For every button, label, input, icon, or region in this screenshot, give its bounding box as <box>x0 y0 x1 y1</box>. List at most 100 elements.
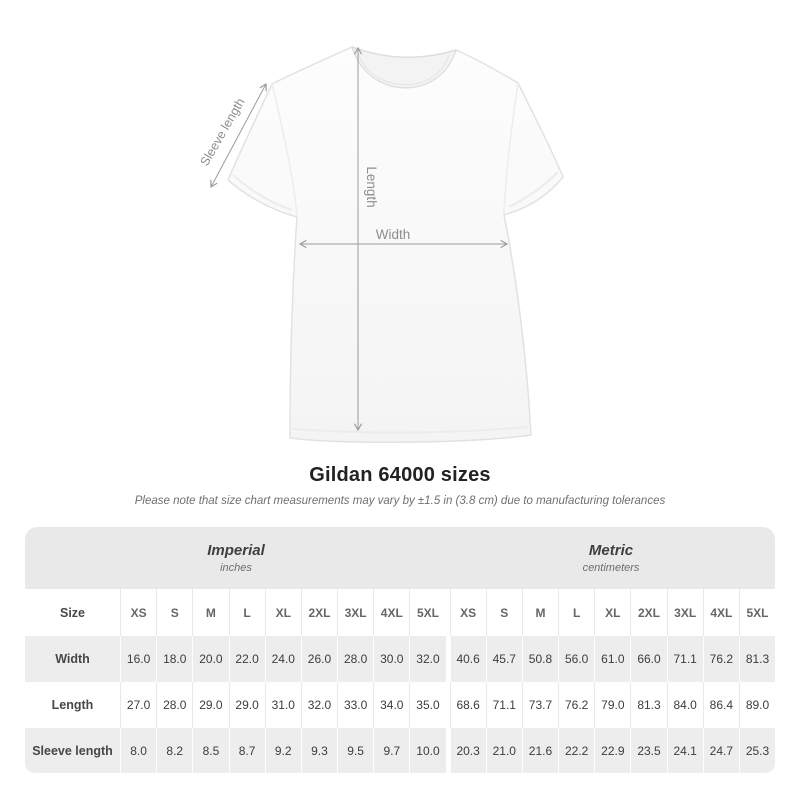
metric-group-header: Metric centimeters <box>447 527 775 589</box>
measurement-cell: 29.0 <box>192 682 229 728</box>
size-header-imperial-m: M <box>192 589 229 636</box>
measurement-cell: 32.0 <box>300 682 338 728</box>
measurement-cell: 20.3 <box>449 728 486 773</box>
measurement-cell: 81.3 <box>630 682 667 728</box>
size-header-imperial-2xl: 2XL <box>300 589 338 636</box>
size-header-metric-xs: XS <box>449 589 486 636</box>
tshirt-collar-seam <box>357 52 450 86</box>
measurement-cell: 81.3 <box>738 636 776 682</box>
measurement-cell: 24.1 <box>666 728 703 773</box>
size-chart-table: Imperial inches Metric centimeters Size X… <box>25 527 776 773</box>
measurement-cell: 33.0 <box>337 682 374 728</box>
size-header-metric-l: L <box>558 589 595 636</box>
tolerance-note: Please note that size chart measurements… <box>134 495 666 507</box>
metric-label: Metric <box>588 542 634 559</box>
measurement-cell: 8.5 <box>192 728 229 773</box>
measurement-cell: 50.8 <box>521 636 559 682</box>
measurement-cell: 27.0 <box>120 682 157 728</box>
measurement-cell: 28.0 <box>156 682 193 728</box>
measurement-cell: 22.9 <box>594 728 631 773</box>
tshirt-right-seam <box>503 82 519 215</box>
measurement-cell: 35.0 <box>409 682 446 728</box>
table-row: Length 27.0 28.0 29.0 29.0 31.0 32.0 33.0 34.0 35… <box>25 682 776 728</box>
measurement-cell: 79.0 <box>594 682 631 728</box>
measurement-cell: 8.0 <box>120 728 157 773</box>
size-header-metric-4xl: 4XL <box>702 589 739 636</box>
size-header-imperial-l: L <box>228 589 265 636</box>
size-header-imperial-xl: XL <box>264 589 301 636</box>
measurement-cell: 32.0 <box>409 636 446 682</box>
measurement-cell: 21.6 <box>521 728 559 773</box>
measurement-cell: 86.4 <box>702 682 739 728</box>
measurement-cell: 9.2 <box>264 728 301 773</box>
measurement-cell: 10.0 <box>409 728 446 773</box>
measurement-cell: 24.7 <box>702 728 739 773</box>
size-header-metric-m: M <box>521 589 559 636</box>
table-row: Sleeve length 8.0 8.2 8.5 8.7 9.2 9.3 9.5 9.7 10.… <box>25 728 776 773</box>
size-header-imperial-4xl: 4XL <box>373 589 410 636</box>
measurement-cell: 16.0 <box>120 636 157 682</box>
measurement-cell: 22.0 <box>228 636 265 682</box>
size-header-metric-3xl: 3XL <box>666 589 703 636</box>
imperial-group-header: Imperial inches <box>25 527 447 589</box>
table-row: Width 16.0 18.0 20.0 22.0 24.0 26.0 28.0 30.0 32.… <box>25 636 776 682</box>
size-header-metric-s: S <box>485 589 522 636</box>
measurement-cell: 24.0 <box>264 636 301 682</box>
width-arrow-label: Width <box>376 227 411 242</box>
measurement-cell: 9.5 <box>337 728 374 773</box>
sleeve-length-arrow <box>210 82 267 189</box>
measurement-cell: 28.0 <box>337 636 374 682</box>
measurement-cell: 21.0 <box>485 728 522 773</box>
measurement-cell: 84.0 <box>666 682 703 728</box>
measurement-cell: 45.7 <box>485 636 522 682</box>
measurement-cell: 30.0 <box>373 636 410 682</box>
size-header-metric-2xl: 2XL <box>630 589 667 636</box>
imperial-unit-label: inches <box>220 562 252 574</box>
size-table-body: Size XS S M L XL 2XL 3XL 4XL 5XL XS S M L XL 2XL 3XL 4XL 5… <box>25 589 776 773</box>
size-column-label: Size <box>25 589 120 636</box>
size-header-imperial-s: S <box>156 589 193 636</box>
size-header-imperial-5xl: 5XL <box>409 589 446 636</box>
row-label: Width <box>25 636 120 682</box>
imperial-label: Imperial <box>207 542 265 559</box>
measurement-cell: 68.6 <box>449 682 486 728</box>
metric-unit-label: centimeters <box>582 562 640 574</box>
measurement-cell: 25.3 <box>738 728 776 773</box>
measurement-cell: 20.0 <box>192 636 229 682</box>
size-header-metric-5xl: 5XL <box>738 589 776 636</box>
measurement-cell: 9.7 <box>373 728 410 773</box>
measurement-cell: 76.2 <box>702 636 739 682</box>
size-header-metric-xl: XL <box>594 589 631 636</box>
row-label: Sleeve length <box>25 728 120 773</box>
measurement-cell: 71.1 <box>666 636 703 682</box>
size-header-row: Size XS S M L XL 2XL 3XL 4XL 5XL XS S M L XL 2XL 3XL 4XL 5… <box>25 589 776 636</box>
size-header-imperial-3xl: 3XL <box>337 589 374 636</box>
measurement-cell: 76.2 <box>558 682 595 728</box>
measurement-cell: 31.0 <box>264 682 301 728</box>
measurement-cell: 29.0 <box>228 682 265 728</box>
tshirt-illustration: Width Length Sleeve length <box>198 46 564 444</box>
measurement-cell: 89.0 <box>738 682 776 728</box>
size-header-imperial-xs: XS <box>120 589 157 636</box>
tshirt-right-sleeve-hem <box>508 171 559 208</box>
measurement-cell: 71.1 <box>485 682 522 728</box>
measurement-cell: 8.2 <box>156 728 193 773</box>
row-label: Length <box>25 682 120 728</box>
measurement-cell: 18.0 <box>156 636 193 682</box>
page-title: Gildan 64000 sizes <box>309 464 491 486</box>
tshirt-bottom-hem <box>292 426 529 434</box>
measurement-cell: 66.0 <box>630 636 667 682</box>
tshirt-left-seam <box>271 83 298 217</box>
measurement-cell: 34.0 <box>373 682 410 728</box>
length-arrow-label: Length <box>364 166 379 207</box>
unit-group-header: Imperial inches Metric centimeters <box>25 527 775 589</box>
measurement-cell: 56.0 <box>558 636 595 682</box>
measurement-cell: 40.6 <box>449 636 486 682</box>
measurement-cell: 23.5 <box>630 728 667 773</box>
measurement-cell: 9.3 <box>300 728 338 773</box>
tshirt-measurement-diagram: Width Length Sleeve length <box>198 46 564 444</box>
tshirt-body <box>227 46 564 444</box>
measurement-cell: 73.7 <box>521 682 559 728</box>
measurement-cell: 61.0 <box>594 636 631 682</box>
measurement-cell: 26.0 <box>300 636 338 682</box>
